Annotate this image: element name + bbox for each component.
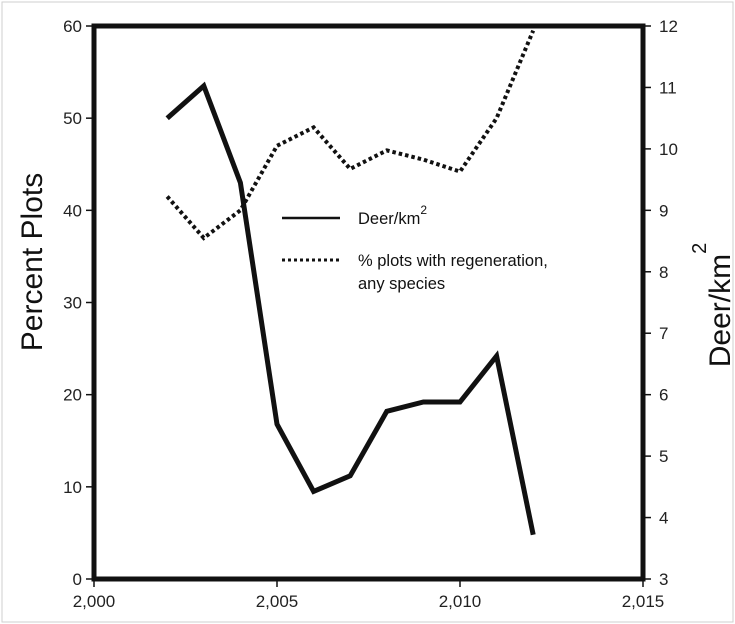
- y-right-tick-label: 11: [659, 78, 677, 97]
- legend-label-deer: Deer/km2: [358, 203, 427, 228]
- y-right-tick-label: 7: [659, 324, 668, 343]
- y-axis-right-title-base: Deer/km: [704, 254, 735, 367]
- x-tick-label: 2,000: [73, 592, 116, 611]
- legend: Deer/km2 % plots with regeneration, any …: [282, 203, 548, 293]
- legend-label-deer-superscript: 2: [420, 203, 427, 217]
- y-left-tick-label: 50: [63, 109, 82, 128]
- legend-label-deer-base: Deer/km: [358, 210, 420, 228]
- plot-content: [165, 29, 536, 536]
- y-axis-left-title: Percent Plots: [16, 173, 49, 351]
- series-line-regeneration: [165, 29, 536, 241]
- y-axis-right-title-superscript: 2: [689, 243, 711, 254]
- y-left-tick-label: 0: [73, 570, 82, 589]
- y-right-tick-label: 9: [659, 201, 668, 220]
- y-right-tick-label: 10: [659, 140, 678, 159]
- series-line-deer: [165, 81, 536, 536]
- legend-label-regeneration: % plots with regeneration,: [358, 252, 548, 270]
- y-axis-left: 0 10 20 30 40 50 60: [63, 17, 94, 589]
- x-axis: 2,000 2,005 2,010 2,015: [73, 579, 665, 611]
- x-tick-label: 2,015: [622, 592, 665, 611]
- y-right-tick-label: 3: [659, 570, 668, 589]
- x-tick-label: 2,005: [256, 592, 299, 611]
- y-right-tick-label: 8: [659, 263, 668, 282]
- y-right-tick-label: 5: [659, 447, 668, 466]
- y-left-tick-label: 10: [63, 478, 82, 497]
- y-right-tick-label: 12: [659, 17, 678, 36]
- x-tick-label: 2,010: [439, 592, 482, 611]
- y-left-tick-label: 20: [63, 386, 82, 405]
- y-axis-right-title: Deer/km2: [689, 243, 735, 367]
- y-axis-right: 3 4 5 6 7 8 9 10 11 12: [643, 17, 678, 589]
- y-right-tick-label: 6: [659, 386, 668, 405]
- y-left-tick-label: 40: [63, 201, 82, 220]
- y-left-tick-label: 60: [63, 17, 82, 36]
- y-left-tick-label: 30: [63, 294, 82, 313]
- legend-label-regeneration-line2: any species: [358, 275, 445, 293]
- y-right-tick-label: 4: [659, 509, 668, 528]
